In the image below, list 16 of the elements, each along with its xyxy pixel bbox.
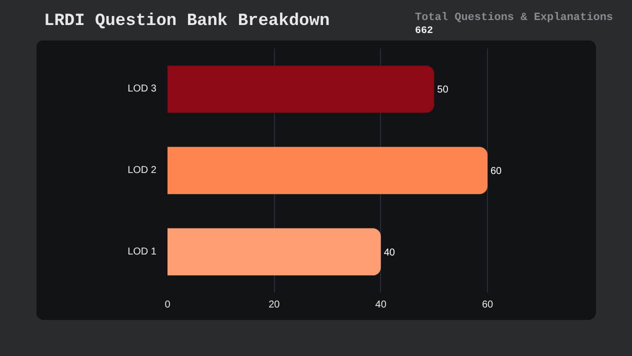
data-label: 60 bbox=[490, 166, 502, 177]
y-tick-label: LOD 2 bbox=[128, 165, 157, 176]
text: Total Questions & Explanations bbox=[415, 12, 614, 25]
x-tick-label: 60 bbox=[482, 300, 494, 310]
bar bbox=[168, 228, 381, 276]
data-label: 50 bbox=[437, 84, 449, 96]
x-tick-label: 40 bbox=[375, 300, 387, 310]
y-tick-label: LOD 1 bbox=[128, 246, 157, 258]
data-label: 40 bbox=[384, 247, 396, 258]
text: 662 bbox=[415, 25, 434, 38]
x-tick-label: 0 bbox=[164, 300, 171, 310]
bar bbox=[168, 66, 434, 113]
chart-title: LRDI Question Bank Breakdown bbox=[44, 12, 330, 31]
y-tick-label: LOD 3 bbox=[128, 84, 157, 95]
bar bbox=[168, 146, 488, 194]
x-tick-label: 20 bbox=[268, 300, 280, 310]
